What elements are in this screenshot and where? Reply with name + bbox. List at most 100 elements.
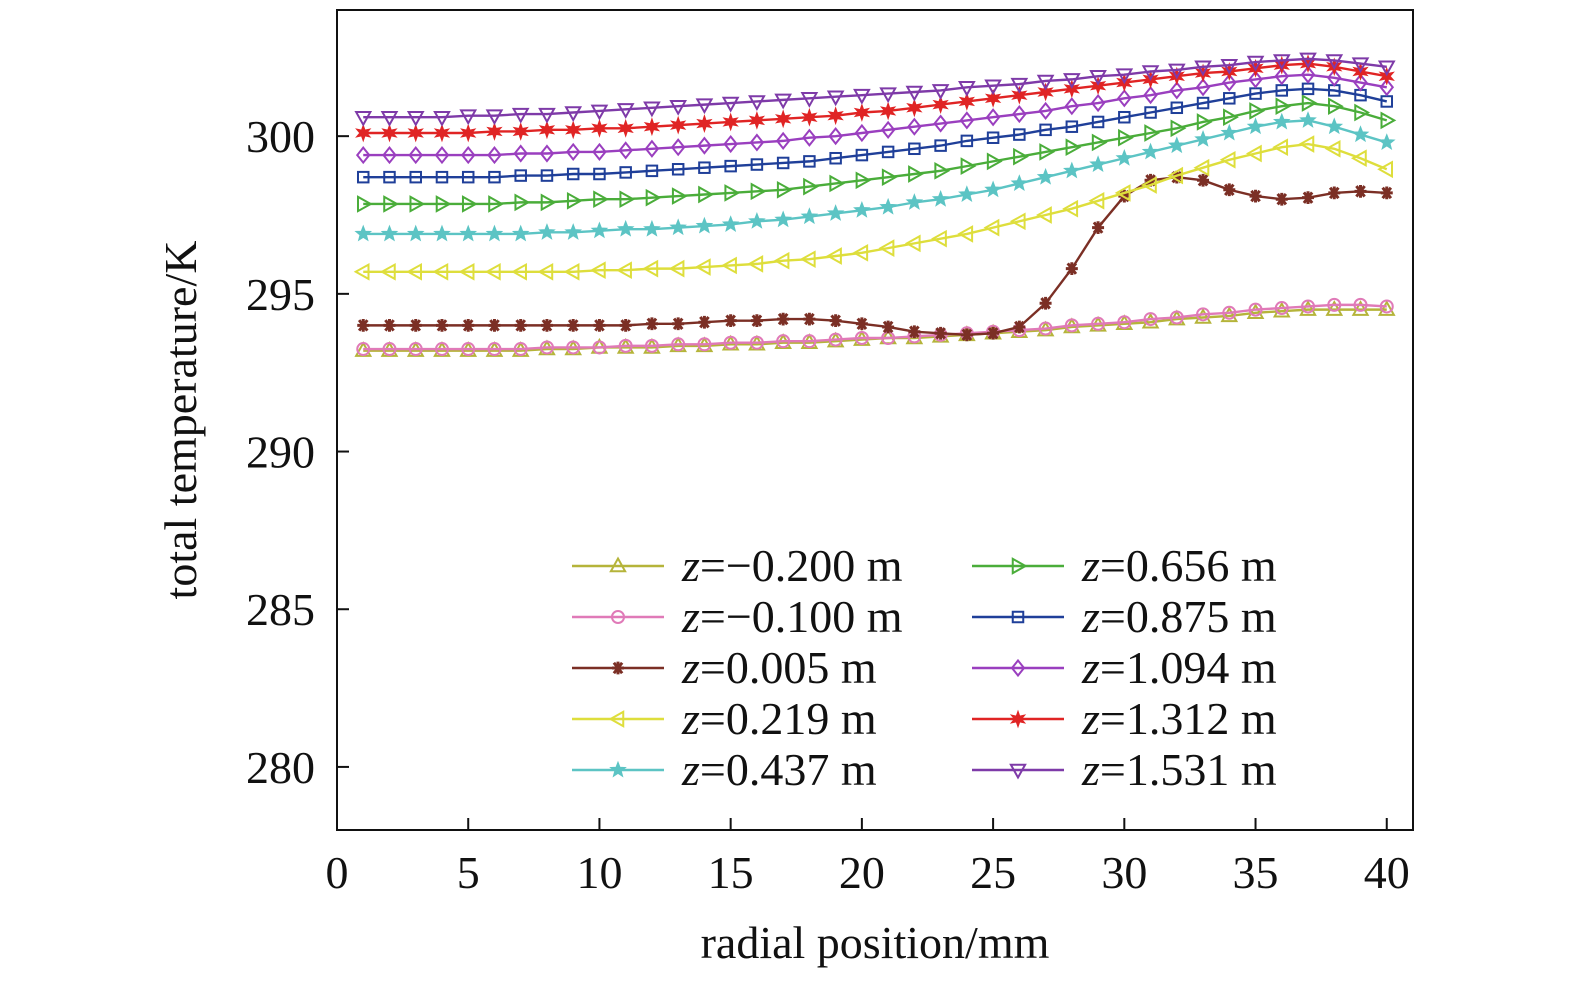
- data-point: [409, 170, 422, 184]
- data-point: [514, 319, 527, 332]
- data-point: [566, 340, 581, 355]
- data-point: [514, 169, 527, 182]
- data-point: [800, 207, 819, 225]
- data-point: [592, 142, 607, 162]
- data-point: [801, 107, 818, 127]
- data-point: [934, 326, 947, 340]
- data-point: [854, 331, 869, 345]
- data-point: [1246, 55, 1265, 72]
- data-point: [459, 109, 478, 126]
- data-point: [565, 142, 581, 162]
- data-point: [1302, 191, 1315, 205]
- data-point: [485, 224, 504, 242]
- data-point: [1299, 300, 1317, 316]
- data-point: [698, 185, 714, 204]
- data-point: [1275, 192, 1288, 206]
- data-point: [776, 180, 793, 199]
- x-axis: 0 5 10 15 20 25 30 35 40: [326, 818, 1410, 898]
- data-point: [461, 170, 475, 184]
- data-point: [829, 151, 842, 165]
- data-point: [567, 319, 580, 332]
- data-point: [721, 215, 740, 232]
- legend-label-variable: z: [681, 540, 700, 591]
- data-point: [357, 319, 370, 332]
- data-point: [934, 139, 947, 152]
- legend-swatch-marker: [1009, 709, 1027, 729]
- data-point: [355, 145, 371, 165]
- data-point: [777, 312, 790, 326]
- data-point: [564, 223, 583, 240]
- data-point: [355, 123, 372, 143]
- data-point: [1272, 54, 1291, 71]
- data-point: [1141, 312, 1160, 329]
- data-point: [669, 218, 687, 236]
- legend-label-value: =0.005 m: [700, 642, 877, 693]
- data-point: [905, 193, 924, 210]
- data-point: [984, 79, 1002, 96]
- data-point: [1194, 60, 1212, 77]
- legend-item: z=1.094 m: [972, 642, 1277, 693]
- data-point: [540, 319, 553, 332]
- legend-label-value: =1.312 m: [1100, 693, 1277, 744]
- data-point: [698, 161, 711, 174]
- series-line: [363, 62, 1387, 135]
- data-point: [724, 159, 737, 173]
- data-point: [408, 145, 424, 165]
- data-point: [485, 109, 504, 126]
- data-point: [564, 106, 583, 123]
- data-point: [1328, 97, 1344, 116]
- data-point: [1167, 166, 1184, 185]
- legend-label: z=1.531 m: [1081, 744, 1277, 795]
- data-point: [802, 334, 817, 349]
- data-point: [855, 171, 872, 190]
- data-point: [1301, 94, 1318, 112]
- data-point: [1248, 70, 1263, 89]
- data-point: [696, 114, 713, 133]
- data-point: [1062, 73, 1081, 89]
- data-point: [514, 193, 531, 212]
- legend-label: z=−0.200 m: [681, 540, 903, 591]
- data-point: [486, 121, 503, 141]
- data-point: [487, 145, 502, 165]
- data-point: [644, 338, 659, 353]
- data-point: [617, 118, 634, 138]
- legend-swatch-marker: [1011, 557, 1028, 575]
- data-point: [749, 335, 764, 350]
- data-point: [616, 103, 635, 119]
- data-point: [1036, 167, 1055, 185]
- data-point: [1011, 85, 1028, 105]
- legend-label-variable: z: [1081, 642, 1100, 693]
- data-point: [1170, 170, 1183, 184]
- data-point: [881, 145, 895, 159]
- data-point: [986, 152, 1003, 171]
- series-line: [363, 57, 1387, 119]
- data-point: [434, 342, 449, 357]
- data-point: [803, 155, 816, 168]
- data-point: [697, 136, 712, 155]
- legend-label: z=0.219 m: [681, 693, 877, 744]
- data-point: [1377, 300, 1396, 316]
- data-point: [462, 319, 475, 332]
- data-point: [723, 335, 738, 350]
- series-line: [363, 303, 1387, 351]
- series-6: [356, 94, 1397, 213]
- data-point: [590, 104, 609, 121]
- y-tick-label: 280: [246, 742, 315, 793]
- data-point: [986, 131, 1000, 144]
- data-point: [1328, 186, 1341, 200]
- data-point: [671, 187, 688, 205]
- data-point: [1248, 302, 1263, 317]
- data-point: [1245, 144, 1262, 163]
- legend-label-value: =1.531 m: [1100, 744, 1277, 795]
- data-point: [1144, 106, 1157, 119]
- data-point: [984, 88, 1002, 108]
- series-line: [363, 142, 1388, 273]
- legend-item: z=1.531 m: [972, 744, 1277, 795]
- legend-label-variable: z: [1081, 540, 1100, 591]
- data-point: [1118, 128, 1134, 147]
- data-point: [382, 342, 397, 357]
- data-point: [1193, 158, 1210, 177]
- data-point: [1274, 301, 1289, 316]
